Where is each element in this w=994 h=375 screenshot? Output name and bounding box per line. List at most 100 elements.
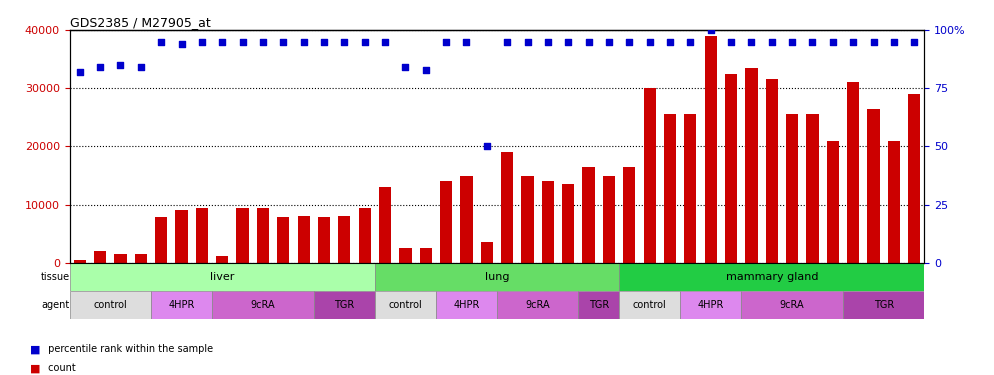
- Bar: [338, 216, 351, 263]
- Text: TGR: TGR: [874, 300, 894, 310]
- Bar: [318, 217, 330, 263]
- Bar: [155, 217, 167, 263]
- Bar: [705, 36, 717, 263]
- Bar: [481, 243, 493, 263]
- Bar: [277, 217, 289, 263]
- Text: lung: lung: [485, 272, 509, 282]
- Text: control: control: [389, 300, 422, 310]
- Point: [825, 39, 841, 45]
- Text: 4HPR: 4HPR: [453, 300, 480, 310]
- FancyBboxPatch shape: [497, 291, 579, 319]
- Point: [520, 39, 536, 45]
- FancyBboxPatch shape: [375, 263, 619, 291]
- Bar: [909, 94, 920, 263]
- Bar: [563, 184, 575, 263]
- FancyBboxPatch shape: [680, 291, 742, 319]
- Bar: [94, 251, 106, 263]
- Bar: [664, 114, 676, 263]
- Bar: [237, 207, 248, 263]
- Point: [295, 39, 311, 45]
- Point: [377, 39, 393, 45]
- FancyBboxPatch shape: [70, 263, 375, 291]
- Text: percentile rank within the sample: percentile rank within the sample: [45, 345, 213, 354]
- FancyBboxPatch shape: [843, 291, 924, 319]
- Point: [723, 39, 739, 45]
- Bar: [643, 88, 656, 263]
- Text: ■: ■: [30, 345, 41, 354]
- FancyBboxPatch shape: [742, 291, 843, 319]
- Bar: [765, 80, 778, 263]
- Point: [540, 39, 556, 45]
- Bar: [623, 167, 635, 263]
- FancyBboxPatch shape: [436, 291, 497, 319]
- FancyBboxPatch shape: [579, 291, 619, 319]
- Point: [662, 39, 678, 45]
- Point: [336, 39, 352, 45]
- Text: tissue: tissue: [41, 272, 70, 282]
- Text: control: control: [93, 300, 127, 310]
- Point: [580, 39, 596, 45]
- Bar: [542, 182, 554, 263]
- Point: [215, 39, 231, 45]
- Bar: [196, 207, 208, 263]
- Point: [438, 39, 454, 45]
- FancyBboxPatch shape: [151, 291, 212, 319]
- Point: [804, 39, 820, 45]
- Bar: [522, 176, 534, 263]
- FancyBboxPatch shape: [212, 291, 314, 319]
- Bar: [175, 210, 188, 263]
- Text: TGR: TGR: [588, 300, 609, 310]
- Point: [153, 39, 169, 45]
- Text: 4HPR: 4HPR: [698, 300, 724, 310]
- Point: [194, 39, 210, 45]
- Point: [255, 39, 271, 45]
- Text: 9cRA: 9cRA: [250, 300, 275, 310]
- Bar: [827, 141, 839, 263]
- Bar: [888, 141, 900, 263]
- Bar: [216, 256, 229, 263]
- Bar: [786, 114, 798, 263]
- Text: agent: agent: [42, 300, 70, 310]
- Text: 9cRA: 9cRA: [780, 300, 804, 310]
- Text: liver: liver: [210, 272, 235, 282]
- Text: TGR: TGR: [334, 300, 355, 310]
- Point: [784, 39, 800, 45]
- Bar: [582, 167, 594, 263]
- Bar: [419, 248, 431, 263]
- Bar: [297, 216, 310, 263]
- Point: [92, 64, 108, 70]
- Bar: [868, 109, 880, 263]
- Bar: [847, 82, 859, 263]
- Bar: [746, 68, 757, 263]
- Text: 9cRA: 9cRA: [526, 300, 550, 310]
- Point: [642, 39, 658, 45]
- Point: [357, 39, 373, 45]
- Bar: [684, 114, 697, 263]
- Bar: [725, 74, 738, 263]
- Point: [72, 69, 87, 75]
- Point: [886, 39, 902, 45]
- Point: [316, 39, 332, 45]
- Bar: [359, 207, 371, 263]
- Bar: [501, 152, 513, 263]
- FancyBboxPatch shape: [314, 291, 375, 319]
- Point: [763, 39, 779, 45]
- Point: [235, 39, 250, 45]
- Point: [112, 62, 128, 68]
- Bar: [135, 254, 147, 263]
- Point: [458, 39, 474, 45]
- Point: [133, 64, 149, 70]
- Point: [601, 39, 617, 45]
- FancyBboxPatch shape: [70, 291, 151, 319]
- FancyBboxPatch shape: [619, 291, 680, 319]
- Text: control: control: [633, 300, 667, 310]
- Bar: [400, 248, 412, 263]
- Point: [398, 64, 414, 70]
- Point: [561, 39, 577, 45]
- FancyBboxPatch shape: [619, 263, 924, 291]
- Point: [866, 39, 882, 45]
- Point: [275, 39, 291, 45]
- Point: [417, 67, 433, 73]
- Point: [621, 39, 637, 45]
- Bar: [440, 182, 452, 263]
